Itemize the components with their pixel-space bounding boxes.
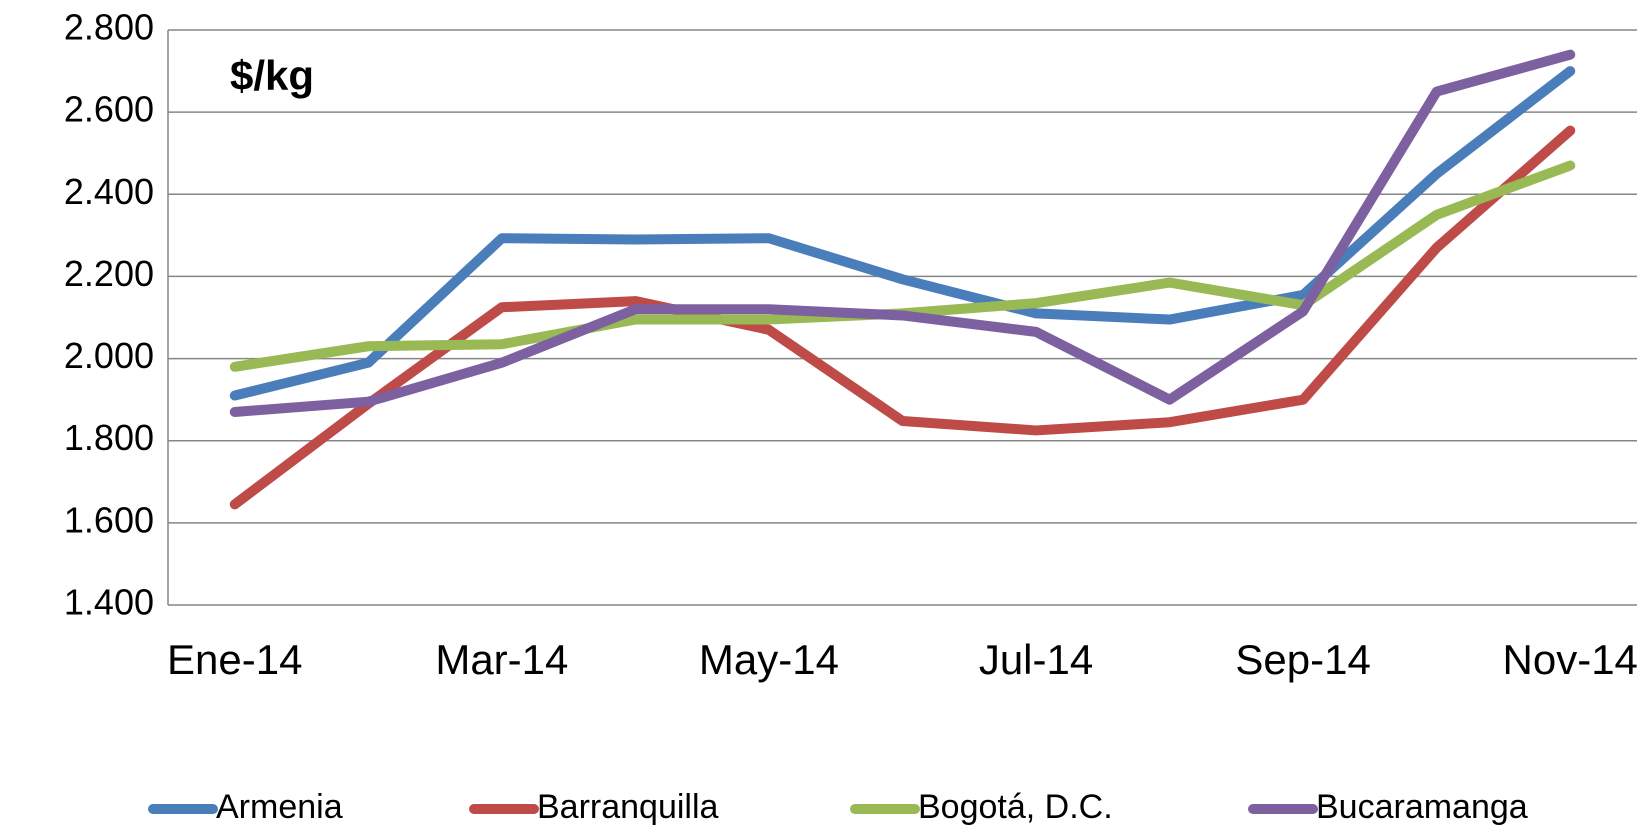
chart-title: $/kg bbox=[230, 52, 314, 99]
x-tick-label: May-14 bbox=[699, 636, 839, 683]
x-tick-label: Jul-14 bbox=[979, 636, 1093, 683]
legend-label: Bucaramanga bbox=[1316, 788, 1528, 826]
y-tick-label: 1.600 bbox=[64, 499, 154, 540]
y-tick-label: 2.600 bbox=[64, 89, 154, 130]
series-line bbox=[229, 66, 1576, 401]
y-tick-label: 2.800 bbox=[64, 7, 154, 48]
x-tick-label: Ene-14 bbox=[167, 636, 302, 683]
y-tick-label: 2.400 bbox=[64, 171, 154, 212]
series-line bbox=[229, 125, 1576, 510]
series-line bbox=[229, 49, 1576, 417]
legend-label: Barranquilla bbox=[537, 788, 719, 826]
legend-label: Bogotá, D.C. bbox=[918, 788, 1113, 826]
y-tick-label: 1.400 bbox=[64, 582, 154, 623]
y-tick-label: 2.000 bbox=[64, 335, 154, 376]
x-tick-label: Nov-14 bbox=[1503, 636, 1638, 683]
x-tick-label: Sep-14 bbox=[1235, 636, 1370, 683]
x-tick-label: Mar-14 bbox=[435, 636, 568, 683]
legend-label: Armenia bbox=[216, 788, 343, 826]
y-tick-label: 2.200 bbox=[64, 253, 154, 294]
y-tick-label: 1.800 bbox=[64, 417, 154, 458]
